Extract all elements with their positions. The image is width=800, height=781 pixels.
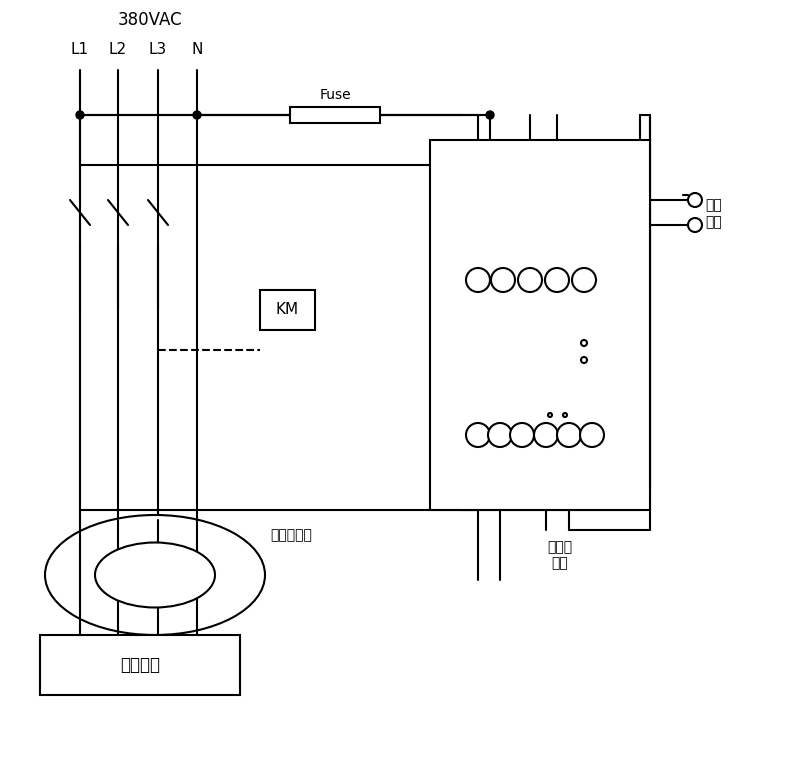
Text: 开关: 开关	[705, 215, 722, 229]
Text: 号: 号	[474, 417, 482, 427]
Text: 10: 10	[493, 430, 507, 440]
Circle shape	[557, 423, 581, 447]
Bar	[462, 255, 640, 460]
Text: 380VAC: 380VAC	[118, 11, 182, 29]
Text: 试: 试	[554, 305, 560, 315]
Text: N: N	[191, 42, 202, 58]
Text: 号: 号	[497, 417, 503, 427]
Circle shape	[581, 340, 587, 346]
Text: 8: 8	[474, 275, 482, 285]
Text: 11: 11	[515, 430, 529, 440]
Circle shape	[193, 111, 201, 119]
Text: 5: 5	[554, 275, 561, 285]
Circle shape	[563, 413, 567, 417]
Circle shape	[688, 218, 702, 232]
Circle shape	[688, 193, 702, 207]
Text: 4: 4	[581, 275, 587, 285]
Circle shape	[76, 111, 84, 119]
Text: L2: L2	[109, 42, 127, 58]
Circle shape	[581, 357, 587, 363]
Text: 用户设备: 用户设备	[120, 656, 160, 674]
Circle shape	[548, 413, 552, 417]
Text: L: L	[500, 300, 506, 310]
Text: 试: 试	[526, 305, 534, 315]
Bar	[260, 290, 315, 330]
Text: 2: 2	[566, 430, 573, 440]
Text: 7: 7	[499, 275, 506, 285]
Text: 验: 验	[554, 317, 560, 327]
Circle shape	[486, 111, 494, 119]
Text: 验: 验	[526, 317, 534, 327]
Text: 9: 9	[474, 430, 482, 440]
Text: 接声光
报警: 接声光 报警	[547, 540, 573, 570]
Circle shape	[466, 268, 490, 292]
Circle shape	[534, 423, 558, 447]
Text: L1: L1	[71, 42, 89, 58]
Text: 信: 信	[474, 405, 482, 415]
Circle shape	[545, 268, 569, 292]
Text: Fuse: Fuse	[319, 88, 351, 102]
Circle shape	[572, 268, 596, 292]
Circle shape	[580, 423, 604, 447]
Bar	[290, 107, 380, 123]
Bar	[40, 635, 240, 695]
Circle shape	[518, 268, 542, 292]
Circle shape	[466, 423, 490, 447]
Circle shape	[491, 268, 515, 292]
Text: N: N	[474, 300, 482, 310]
Bar	[430, 140, 650, 510]
Text: KM: KM	[275, 302, 298, 318]
Ellipse shape	[45, 515, 265, 635]
Circle shape	[488, 423, 512, 447]
Text: 零序互感器: 零序互感器	[270, 528, 312, 542]
Text: 电源220V～: 电源220V～	[478, 311, 514, 319]
Ellipse shape	[95, 543, 215, 608]
Text: 1: 1	[542, 430, 550, 440]
Text: 自锁: 自锁	[705, 198, 722, 212]
Text: 6: 6	[526, 275, 534, 285]
Text: L3: L3	[149, 42, 167, 58]
Circle shape	[510, 423, 534, 447]
Text: 信: 信	[497, 405, 503, 415]
Text: 3: 3	[589, 430, 595, 440]
